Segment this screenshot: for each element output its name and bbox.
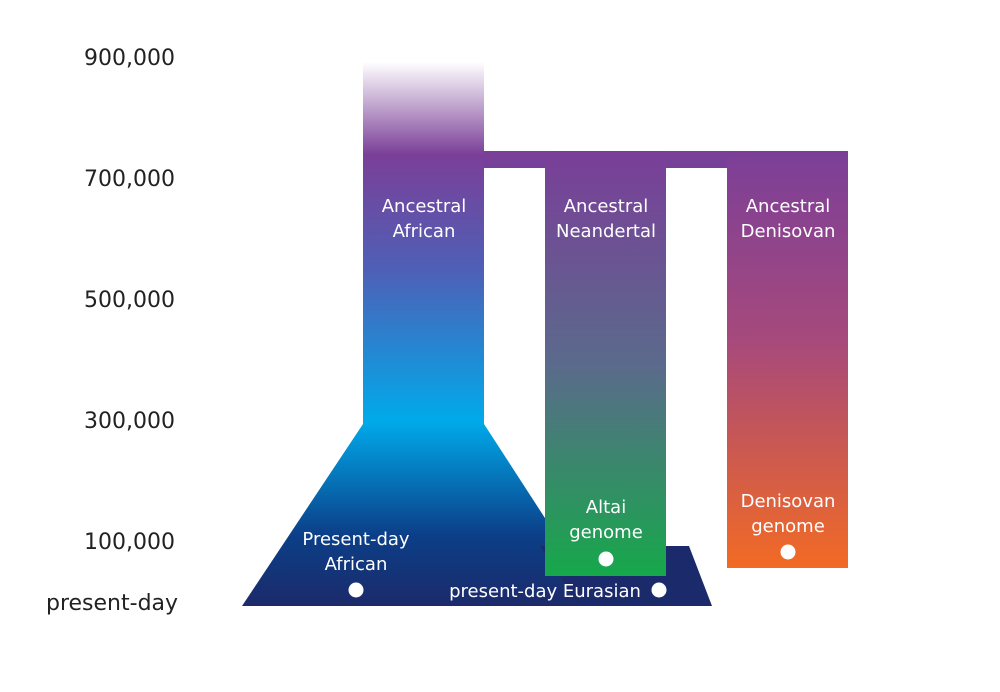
denisovan-genome-label-line1: Denisovan: [741, 491, 836, 512]
african-lineage-label-line2: African: [393, 221, 456, 242]
present-eurasian-label: present-day Eurasian: [449, 581, 641, 602]
altai-label-line2: genome: [569, 522, 643, 543]
neandertal-lineage-branch: [545, 151, 666, 576]
present-eurasian-marker: [651, 582, 667, 598]
denisovan-genome-marker: [780, 544, 796, 560]
tick-500000: 500,000: [84, 288, 175, 313]
denisovan-lineage-label-line2: Denisovan: [741, 221, 836, 242]
neandertal-lineage-label-line1: Ancestral: [564, 196, 649, 217]
present-african-label-line1: Present-day: [302, 529, 409, 550]
denisovan-genome-label-line2: genome: [751, 516, 825, 537]
present-african-label-line2: African: [325, 554, 388, 575]
denisovan-lineage-branch: [727, 151, 848, 568]
tick-300000: 300,000: [84, 409, 175, 434]
neandertal-lineage-label-line2: Neandertal: [556, 221, 656, 242]
present-african-marker: [348, 582, 364, 598]
altai-label-line1: Altai: [586, 497, 626, 518]
denisovan-lineage-label-line1: Ancestral: [746, 196, 831, 217]
african-lineage-label-line1: Ancestral: [382, 196, 467, 217]
tick-900000: 900,000: [84, 46, 175, 71]
african-lineage-branch: [242, 62, 602, 606]
tick-present-day: present-day: [46, 591, 179, 616]
altai-marker: [598, 551, 614, 567]
tick-700000: 700,000: [84, 167, 175, 192]
tick-100000: 100,000: [84, 530, 175, 555]
